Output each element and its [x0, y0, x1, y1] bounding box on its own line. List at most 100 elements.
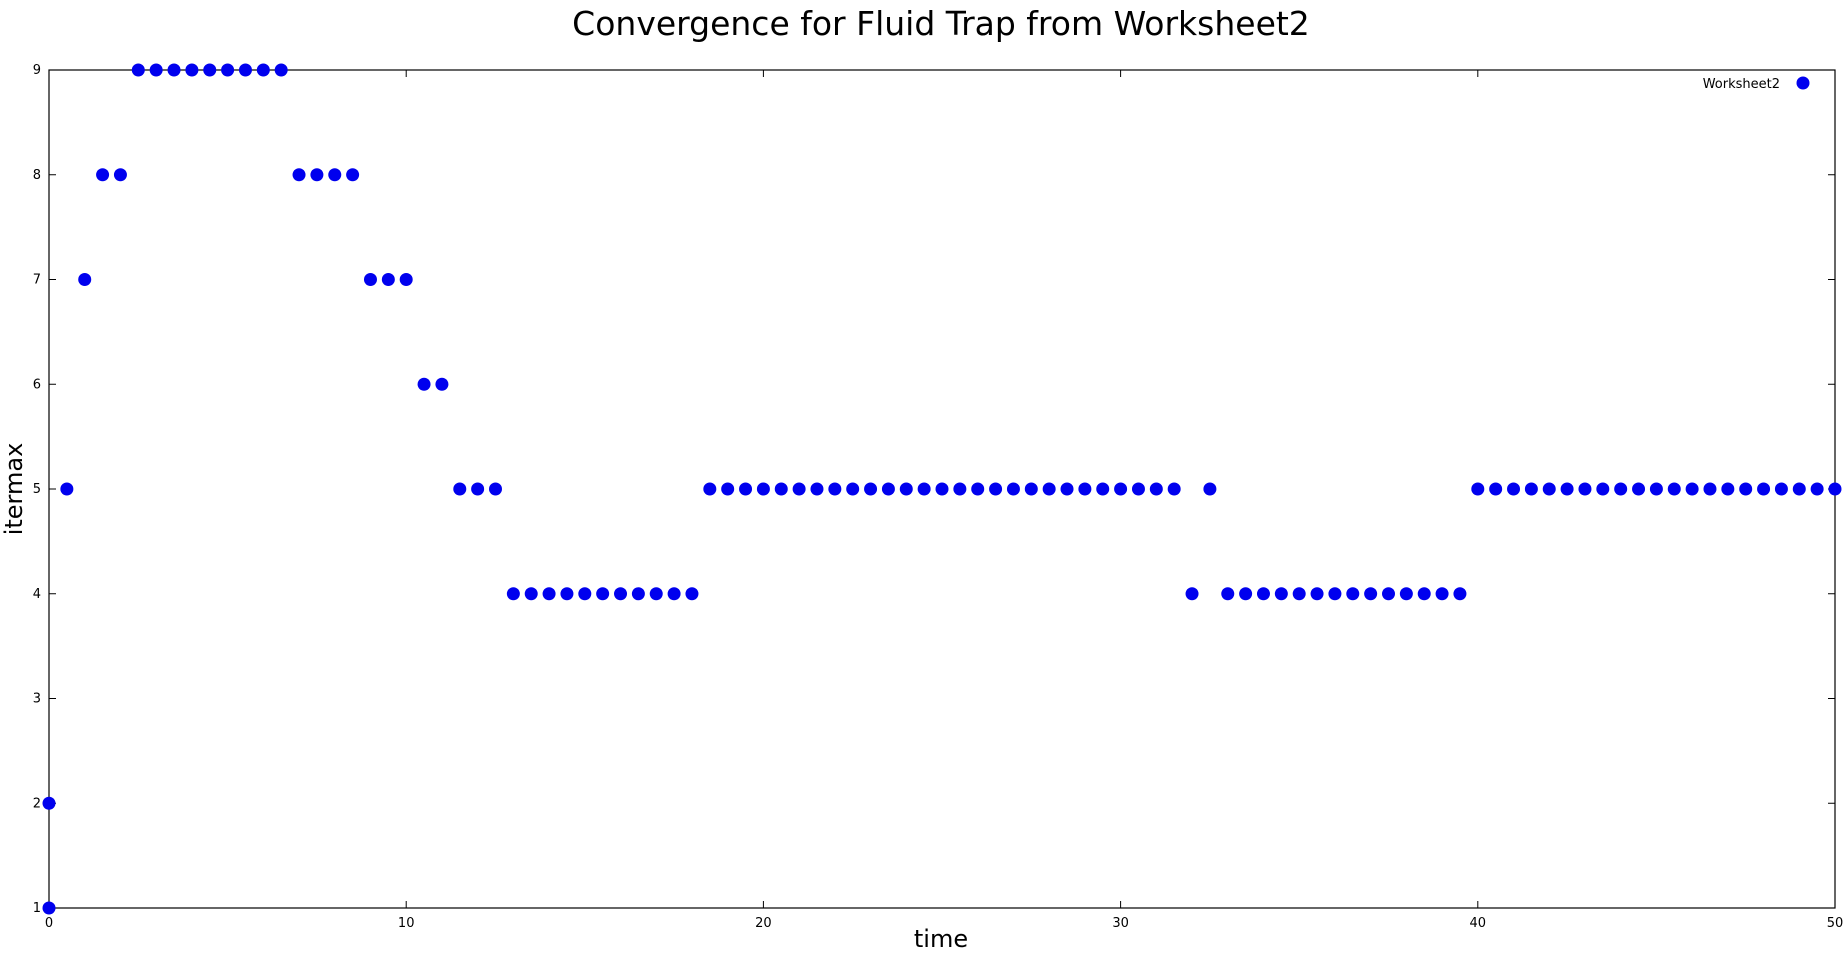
- data-point: [221, 63, 235, 77]
- data-point: [131, 63, 145, 77]
- data-point: [1632, 482, 1646, 496]
- data-point: [60, 482, 74, 496]
- data-point: [1042, 482, 1056, 496]
- legend-marker: [1796, 76, 1810, 90]
- data-point: [1256, 587, 1270, 601]
- data-point: [614, 587, 628, 601]
- data-point: [453, 482, 467, 496]
- data-point: [1006, 482, 1020, 496]
- data-point: [1060, 482, 1074, 496]
- data-point: [1507, 482, 1521, 496]
- data-point: [542, 587, 556, 601]
- data-point: [881, 482, 895, 496]
- data-point: [1399, 587, 1413, 601]
- data-point: [792, 482, 806, 496]
- data-point: [417, 377, 431, 391]
- data-point: [96, 168, 110, 182]
- data-point: [1667, 482, 1681, 496]
- data-point: [113, 168, 127, 182]
- data-point: [42, 796, 56, 810]
- data-point: [506, 587, 520, 601]
- data-point: [971, 482, 985, 496]
- y-tick-label: 9: [33, 63, 41, 78]
- data-point: [471, 482, 485, 496]
- data-point: [1471, 482, 1485, 496]
- legend-label: Worksheet2: [1703, 77, 1780, 92]
- data-point: [1578, 482, 1592, 496]
- y-tick-label: 1: [33, 901, 41, 916]
- data-point: [1149, 482, 1163, 496]
- x-tick-label: 10: [398, 916, 415, 931]
- x-tick-label: 0: [45, 916, 53, 931]
- data-point: [899, 482, 913, 496]
- data-point: [578, 587, 592, 601]
- data-point: [649, 587, 663, 601]
- data-point: [256, 63, 270, 77]
- y-axis-label: itermax: [0, 443, 28, 536]
- data-point: [1346, 587, 1360, 601]
- data-point: [1078, 482, 1092, 496]
- data-point: [1810, 482, 1824, 496]
- y-tick-label: 2: [33, 796, 41, 811]
- data-point: [149, 63, 163, 77]
- data-point: [78, 273, 92, 286]
- x-tick-label: 40: [1470, 916, 1487, 931]
- data-point: [1703, 482, 1717, 496]
- x-tick-label: 20: [755, 916, 772, 931]
- x-axis-label: time: [914, 925, 968, 953]
- data-point: [203, 63, 217, 77]
- data-point: [1239, 587, 1253, 601]
- data-point: [1114, 482, 1128, 496]
- data-point: [1757, 482, 1771, 496]
- data-point: [328, 168, 342, 182]
- data-point: [1435, 587, 1449, 601]
- data-point: [1596, 482, 1610, 496]
- data-point: [810, 482, 824, 496]
- data-point: [1739, 482, 1753, 496]
- data-point: [1024, 482, 1038, 496]
- data-point: [935, 482, 949, 496]
- data-point: [917, 482, 931, 496]
- chart-title: Convergence for Fluid Trap from Workshee…: [572, 4, 1310, 43]
- data-point: [1364, 587, 1378, 601]
- data-point: [435, 377, 449, 391]
- x-axis: 0 10 20 30 40 50: [45, 70, 1843, 931]
- data-point: [274, 63, 288, 77]
- data-point: [1489, 482, 1503, 496]
- data-point: [42, 901, 56, 915]
- data-point: [667, 587, 681, 601]
- data-point: [560, 587, 574, 601]
- data-point: [1382, 587, 1395, 601]
- y-tick-label: 3: [33, 692, 41, 707]
- data-point: [1185, 587, 1199, 601]
- data-point: [1131, 482, 1145, 496]
- data-point: [1828, 482, 1842, 496]
- data-point: [1649, 482, 1663, 496]
- data-point: [310, 168, 324, 182]
- y-tick-label: 6: [33, 377, 41, 392]
- data-point: [1096, 482, 1110, 496]
- x-tick-label: 30: [1112, 916, 1129, 931]
- data-point: [238, 63, 252, 77]
- y-tick-label: 5: [33, 482, 41, 497]
- data-points: [42, 63, 1842, 915]
- data-point: [1221, 587, 1235, 601]
- data-point: [1614, 482, 1628, 496]
- data-point: [828, 482, 842, 496]
- data-point: [721, 482, 735, 496]
- data-point: [1417, 587, 1431, 601]
- data-point: [292, 168, 306, 182]
- y-tick-label: 7: [33, 273, 41, 288]
- data-point: [1542, 482, 1556, 496]
- data-point: [381, 273, 395, 286]
- data-point: [1274, 587, 1288, 601]
- data-point: [363, 273, 377, 286]
- data-point: [1167, 482, 1181, 496]
- data-point: [774, 482, 788, 496]
- y-tick-label: 8: [33, 168, 41, 183]
- data-point: [953, 482, 967, 496]
- data-point: [399, 273, 413, 286]
- data-point: [864, 482, 878, 496]
- data-point: [756, 482, 770, 496]
